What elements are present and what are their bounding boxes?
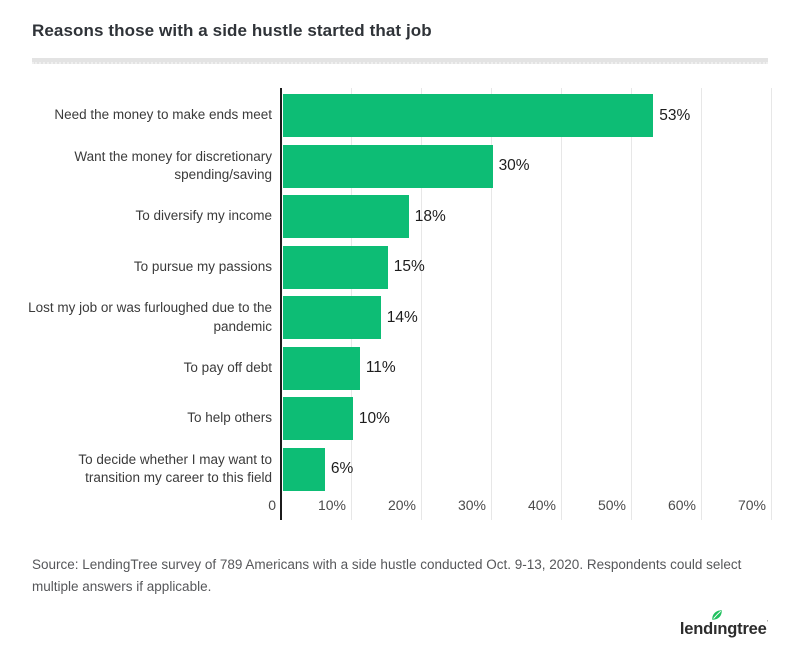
gridline: [631, 88, 632, 520]
bar: [283, 195, 409, 238]
gridline: [771, 88, 772, 520]
gridline: [491, 88, 492, 520]
bar-category-label: To pursue my passions: [133, 258, 272, 274]
bar-category-label: Want the money for discretionary spendin…: [74, 148, 272, 182]
bar-row: Lost my job or was furloughed due to the…: [0, 292, 800, 343]
bar: [283, 144, 493, 188]
chart-title: Reasons those with a side hustle started…: [32, 21, 432, 40]
leaf-icon: [712, 610, 722, 620]
bar-value-label: 11%: [365, 359, 396, 376]
bar-category-label: To pay off debt: [183, 359, 272, 375]
bar-value-label: 53%: [659, 106, 691, 124]
bar: [283, 397, 353, 440]
bar: [283, 245, 388, 289]
bar-row: Need the money to make ends meet 53%: [0, 90, 800, 141]
bar-value-label: 30%: [498, 157, 530, 174]
bar: [283, 94, 654, 137]
x-tick-label: 60%: [667, 497, 696, 513]
bar-row: To pay off debt 11%: [0, 343, 800, 394]
gridline: [421, 88, 422, 520]
x-tick-label: 50%: [597, 497, 626, 513]
bar-row: Want the money for discretionary spendin…: [0, 141, 800, 192]
bar-row: To decide whether I may want to transiti…: [0, 444, 800, 495]
bar-value-label: 6%: [330, 460, 354, 477]
lendingtree-logo: lendı ngtree’: [680, 610, 769, 646]
gridline: [701, 88, 702, 520]
x-tick-label: 20%: [387, 497, 416, 513]
bar-row: To diversify my income 18%: [0, 191, 800, 242]
bar-category-label: To diversify my income: [135, 208, 272, 224]
x-tick-label: 30%: [457, 497, 486, 513]
logo-leaf-i: ı: [712, 610, 722, 639]
x-tick-label: 40%: [527, 497, 556, 513]
bar: [283, 346, 360, 390]
bar-chart: 0 10% 20% 30% 40% 50% 60% 70% Need the money to …: [0, 88, 800, 520]
bar-row: To help others 10%: [0, 393, 800, 444]
y-axis-line: [280, 88, 282, 520]
bar-category-label: Need the money to make ends meet: [54, 107, 272, 123]
bar: [283, 296, 381, 339]
title-divider: [32, 58, 768, 64]
bar-value-label: 18%: [414, 207, 446, 225]
bar-value-label: 10%: [358, 409, 390, 427]
bar: [283, 447, 325, 491]
bar-category-label: To help others: [187, 410, 272, 426]
bar-row: To pursue my passions 15%: [0, 242, 800, 293]
x-tick-label: 70%: [737, 497, 766, 513]
source-note: Source: LendingTree survey of 789 Americ…: [32, 557, 742, 595]
gridline: [561, 88, 562, 520]
x-tick-label: 0: [268, 497, 276, 513]
bar-value-label: 15%: [393, 258, 425, 275]
x-tick-label: 10%: [317, 497, 346, 513]
trademark-mark: ’: [766, 620, 769, 627]
bar-category-label: To decide whether I may want to transiti…: [78, 451, 272, 485]
bar-category-label: Lost my job or was furloughed due to the…: [28, 300, 272, 334]
bar-value-label: 14%: [386, 308, 418, 326]
